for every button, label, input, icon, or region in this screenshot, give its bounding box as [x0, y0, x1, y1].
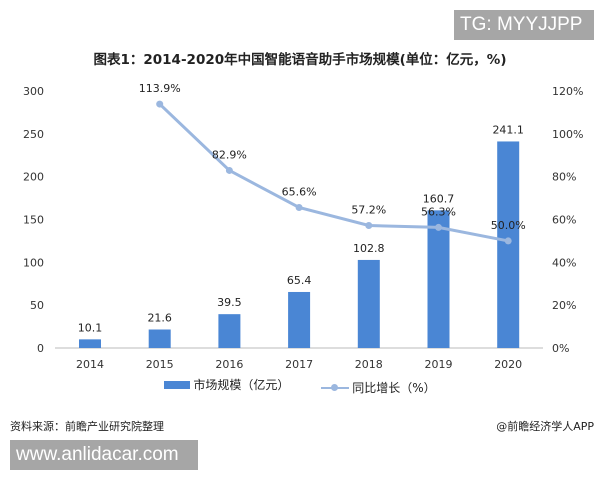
- growth-value-label: 50.0%: [491, 219, 526, 232]
- growth-point: [295, 204, 303, 212]
- growth-value-label: 56.3%: [421, 205, 456, 218]
- bar: [218, 314, 241, 348]
- growth-value-label: 57.2%: [351, 203, 386, 216]
- left-tick-label: 250: [23, 128, 44, 141]
- x-tick-label: 2014: [76, 358, 104, 370]
- growth-point: [365, 221, 373, 229]
- bar: [288, 291, 311, 348]
- right-tick-label: 0%: [552, 342, 569, 355]
- bar-value-label: 65.4: [287, 274, 312, 287]
- growth-value-label: 82.9%: [212, 148, 247, 161]
- left-tick-label: 50: [30, 299, 44, 312]
- growth-value-label: 65.6%: [282, 186, 317, 199]
- right-tick-label: 80%: [552, 171, 576, 184]
- legend-item-growth: 同比增长（%）: [321, 379, 436, 396]
- right-tick-label: 120%: [552, 85, 583, 98]
- left-tick-label: 300: [23, 85, 44, 98]
- x-tick-label: 2017: [285, 358, 313, 370]
- growth-line: [158, 102, 509, 243]
- bar: [357, 259, 380, 348]
- bar-value-label: 241.1: [492, 123, 524, 136]
- bar: [497, 141, 520, 348]
- legend-item-market-size: 市场规模（亿元）: [164, 376, 289, 393]
- left-tick-label: 0: [37, 342, 44, 355]
- x-tick-label: 2016: [215, 358, 243, 370]
- right-tick-label: 40%: [552, 256, 576, 269]
- x-tick-label: 2018: [355, 358, 383, 370]
- right-tick-label: 60%: [552, 214, 576, 227]
- growth-value-label: 113.9%: [139, 82, 181, 95]
- x-tick-label: 2015: [146, 358, 174, 370]
- legend-bar-swatch: [164, 380, 191, 389]
- watermark-site: www.anlidacar.com: [10, 440, 198, 470]
- bar-value-label: 102.8: [353, 242, 385, 255]
- growth-point: [225, 166, 233, 174]
- bar-value-label: 160.7: [423, 192, 455, 205]
- legend: 市场规模（亿元） 同比增长（%）: [0, 376, 600, 396]
- growth-point: [504, 237, 512, 245]
- watermark-tag: TG: MYYJJPP: [454, 10, 594, 40]
- growth-point: [156, 100, 164, 108]
- left-tick-label: 200: [23, 171, 44, 184]
- right-tick-label: 20%: [552, 299, 576, 312]
- x-tick-label: 2020: [494, 358, 522, 370]
- bar-value-label: 10.1: [78, 321, 103, 334]
- chart: 0 50 100 150 200 250 300 0% 20% 40% 60% 80% 100% 120%…: [23, 82, 583, 370]
- source-note: 资料来源：前瞻产业研究院整理: [10, 420, 164, 433]
- credit: @前瞻经济学人APP: [496, 420, 594, 433]
- bar: [148, 329, 171, 348]
- bar-value-label: 21.6: [147, 311, 172, 324]
- right-tick-label: 100%: [552, 128, 583, 141]
- legend-label: 市场规模（亿元）: [193, 378, 290, 392]
- x-tick-label: 2019: [425, 358, 453, 370]
- bar-value-label: 39.5: [217, 296, 242, 309]
- legend-label: 同比增长（%）: [352, 381, 436, 395]
- left-tick-label: 100: [23, 256, 44, 269]
- bar: [427, 210, 450, 348]
- legend-line-swatch: [321, 383, 350, 391]
- bar: [79, 339, 101, 348]
- growth-point: [435, 223, 442, 231]
- left-tick-label: 150: [23, 214, 44, 227]
- chart-title: 图表1：2014-2020年中国智能语音助手市场规模(单位：亿元，%): [93, 52, 507, 68]
